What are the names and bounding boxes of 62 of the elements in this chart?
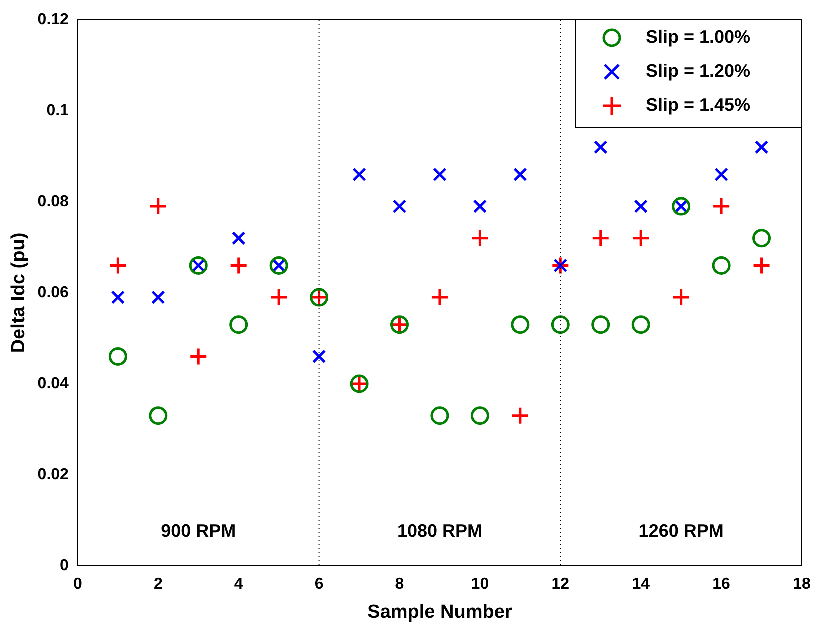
annotation: 1260 RPM [638, 520, 724, 541]
point [752, 229, 772, 248]
point [752, 256, 772, 275]
point [632, 229, 650, 248]
point [714, 168, 728, 182]
point [108, 256, 128, 275]
legend-label: Slip = 1.45% [646, 94, 751, 115]
point [473, 200, 488, 214]
point [672, 288, 691, 307]
y-tick-label: 0.04 [38, 375, 70, 392]
point [270, 288, 288, 307]
y-tick-label: 0.02 [38, 466, 70, 484]
point [151, 290, 166, 304]
point [392, 200, 407, 214]
point [430, 288, 450, 307]
x-tick-label: 0 [73, 576, 82, 594]
point [592, 316, 610, 334]
legend-label: Slip = 1.20% [646, 60, 751, 81]
point [189, 347, 208, 366]
point [712, 256, 731, 275]
annotation: 1080 RPM [397, 520, 482, 541]
x-tick-label: 16 [712, 576, 731, 594]
point [754, 140, 769, 154]
point [230, 316, 248, 334]
point [551, 316, 570, 334]
point [712, 197, 731, 216]
x-tick-label: 6 [314, 576, 324, 594]
x-tick-label: 4 [234, 576, 244, 594]
point [108, 347, 128, 366]
y-axis-title: Delta Idc (pu) [8, 232, 30, 354]
point [634, 200, 648, 214]
legend-label: Slip = 1.00% [646, 26, 751, 47]
x-tick-label: 14 [632, 576, 650, 594]
point [149, 197, 168, 216]
point [232, 231, 246, 246]
point [230, 256, 248, 275]
point [592, 229, 610, 248]
y-tick-label: 0 [60, 557, 70, 574]
point [511, 316, 530, 334]
y-tick-label: 0.08 [38, 193, 70, 210]
point [470, 229, 490, 248]
point [511, 406, 530, 426]
point [149, 406, 168, 426]
annotation: 900 RPM [161, 520, 236, 541]
x-axis-title: Sample Number [368, 602, 513, 623]
point [433, 168, 447, 182]
point [312, 350, 326, 364]
point [514, 168, 528, 182]
point [632, 316, 650, 334]
point [594, 140, 608, 154]
x-tick-label: 8 [395, 576, 404, 594]
x-tick-label: 18 [793, 576, 811, 594]
point [352, 168, 366, 182]
point [430, 406, 450, 426]
x-tick-label: 12 [552, 576, 570, 594]
point [111, 290, 126, 304]
y-tick-label: 0.06 [38, 284, 70, 302]
x-tick-label: 10 [471, 576, 490, 594]
x-tick-label: 2 [154, 576, 163, 594]
point [470, 406, 490, 426]
y-tick-label: 0.1 [46, 102, 70, 120]
y-tick-label: 0.12 [38, 11, 70, 28]
